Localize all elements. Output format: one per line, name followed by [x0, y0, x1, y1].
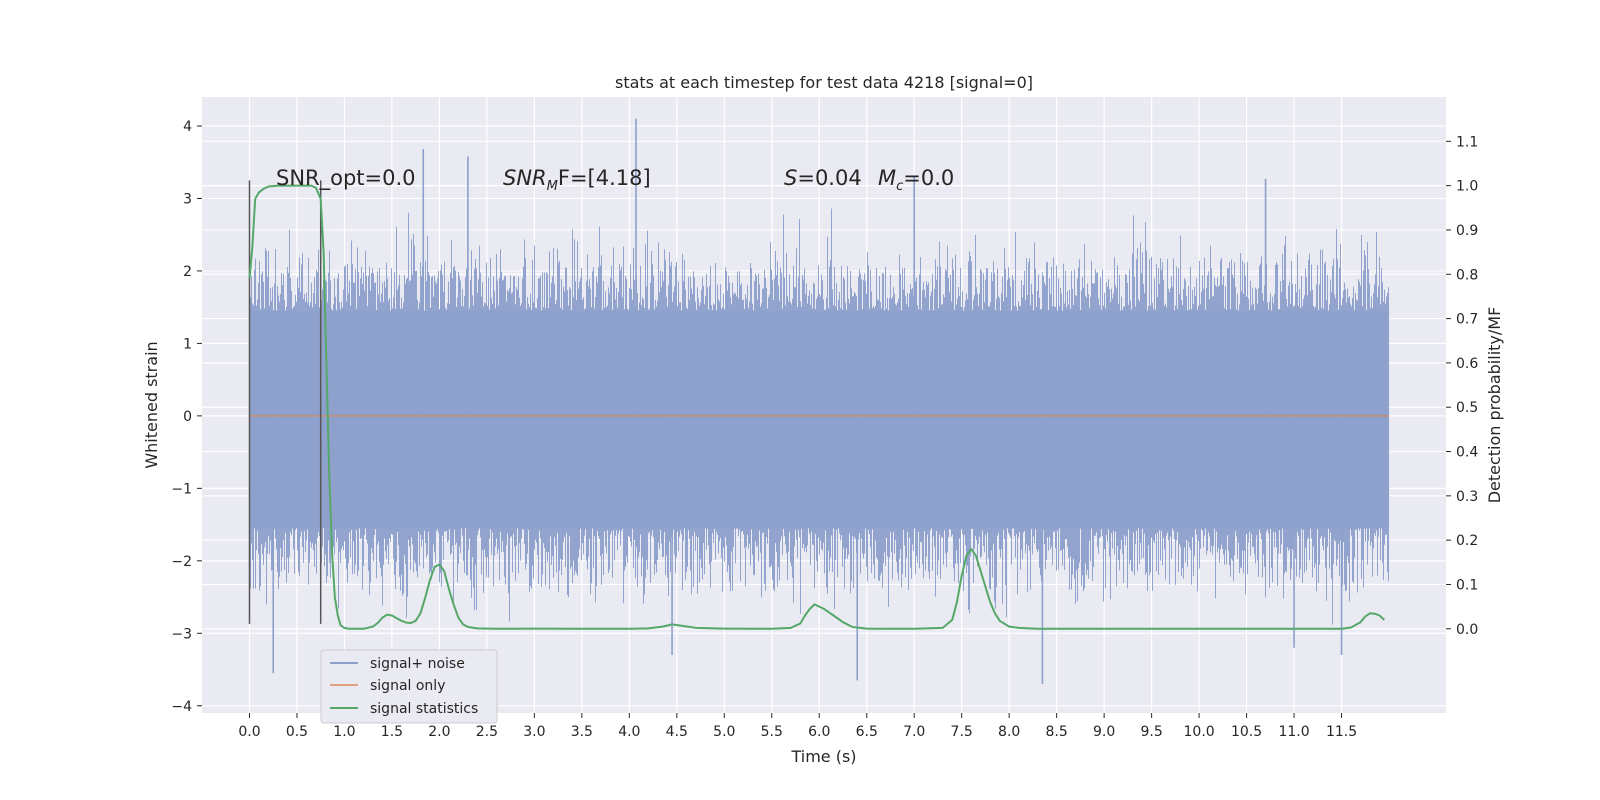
x-tick-label: 1.0: [333, 724, 355, 740]
x-tick-label: 8.0: [998, 724, 1020, 740]
annotation-snr-opt: SNR_opt=0.0: [276, 166, 416, 191]
x-tick-label: 5.0: [713, 724, 735, 740]
y-tick-label: 2: [183, 264, 192, 280]
x-tick-label: 11.5: [1326, 724, 1357, 740]
marker-lines: [248, 180, 322, 624]
x-tick-label: 10.5: [1231, 724, 1262, 740]
x-tick-label: 2.5: [476, 724, 498, 740]
y2-tick-label: 1.1: [1456, 134, 1478, 150]
x-axis-label: Time (s): [790, 747, 856, 766]
annotation-snr-mf-value: F=[4.18]: [558, 166, 651, 190]
signal-statistics-series: [248, 184, 1385, 630]
y-tick-label: 1: [183, 336, 192, 352]
y-axis-label: Whitened strain: [142, 341, 161, 468]
signal-plus-noise-series: [249, 118, 1390, 685]
annotation-s-symbol: S: [784, 166, 797, 190]
y2-tick-label: 0.7: [1456, 312, 1478, 328]
annotation-snr-mf-symbol: SNR: [503, 166, 547, 190]
y-tick-label: −4: [171, 699, 192, 715]
legend-box: [320, 649, 498, 724]
y2-tick-label: 0.0: [1456, 622, 1478, 638]
y-tick-label: 4: [183, 119, 192, 135]
x-tick-label: 4.0: [618, 724, 640, 740]
annotation-mc: Mc=0.0: [878, 166, 954, 194]
y-tick-label: −1: [171, 481, 192, 497]
chart-title: stats at each timestep for test data 421…: [615, 73, 1033, 92]
y2-tick-label: 0.9: [1456, 223, 1478, 239]
legend-label-signal-only: signal only: [370, 678, 445, 694]
y2-axis-label: Detection probability/MF: [1485, 307, 1504, 504]
y2-tick-label: 0.5: [1456, 400, 1478, 416]
x-tick-label: 5.5: [761, 724, 783, 740]
y2-tick-label: 0.6: [1456, 356, 1478, 372]
x-tick-label: 9.0: [1093, 724, 1115, 740]
y-tick-label: −2: [171, 554, 192, 570]
y2-tick-label: 1.0: [1456, 179, 1478, 195]
x-axis-ticks: 0.0 0.5 1.0 1.5 2.0 2.5 3.0 3.5 4.0 4.5 5.0 5.5 6.0 6…: [238, 713, 1357, 740]
annotation-mc-value: =0.0: [903, 166, 954, 190]
x-tick-label: 9.5: [1140, 724, 1162, 740]
x-tick-label: 2.0: [428, 724, 450, 740]
y2-tick-label: 0.4: [1456, 445, 1478, 461]
x-tick-label: 11.0: [1278, 724, 1309, 740]
x-tick-label: 7.0: [903, 724, 925, 740]
legend: signal+ noise signal only signal statist…: [320, 649, 498, 724]
annotation-mc-symbol: M: [878, 166, 896, 190]
y-tick-label: −3: [171, 626, 192, 642]
legend-label-signal-statistics: signal statistics: [370, 701, 478, 717]
y-tick-label: 0: [183, 409, 192, 425]
x-tick-label: 0.0: [238, 724, 260, 740]
y-axis-ticks: −4 −3 −2 −1 0 1 2 3 4: [171, 119, 202, 715]
x-tick-label: 6.0: [808, 724, 830, 740]
x-tick-label: 3.5: [571, 724, 593, 740]
annotation-s: S=0.04: [784, 166, 862, 190]
y2-tick-label: 0.8: [1456, 267, 1478, 283]
y2-tick-label: 0.1: [1456, 577, 1478, 593]
x-tick-label: 6.5: [856, 724, 878, 740]
y2-tick-label: 0.3: [1456, 489, 1478, 505]
x-tick-label: 10.0: [1184, 724, 1215, 740]
x-tick-label: 7.5: [951, 724, 973, 740]
annotation-snr-mf-subscript: M: [547, 179, 558, 194]
legend-label-signal-noise: signal+ noise: [370, 656, 465, 672]
annotation-s-value: =0.04: [797, 166, 861, 190]
y-tick-label: 3: [183, 191, 192, 207]
x-tick-label: 8.5: [1046, 724, 1068, 740]
x-tick-label: 0.5: [286, 724, 308, 740]
annotation-snr-mf: SNRMF=[4.18]: [503, 166, 651, 194]
annotation-mc-subscript: c: [896, 179, 903, 194]
x-tick-label: 4.5: [666, 724, 688, 740]
x-tick-label: 1.5: [381, 724, 403, 740]
y2-axis-ticks: 0.0 0.1 0.2 0.3 0.4 0.5 0.6 0.7 0.8 0.9 1.0 1.1: [1446, 134, 1478, 638]
y2-tick-label: 0.2: [1456, 533, 1478, 549]
signal-statistics-line: [248, 184, 1385, 630]
x-tick-label: 3.0: [523, 724, 545, 740]
